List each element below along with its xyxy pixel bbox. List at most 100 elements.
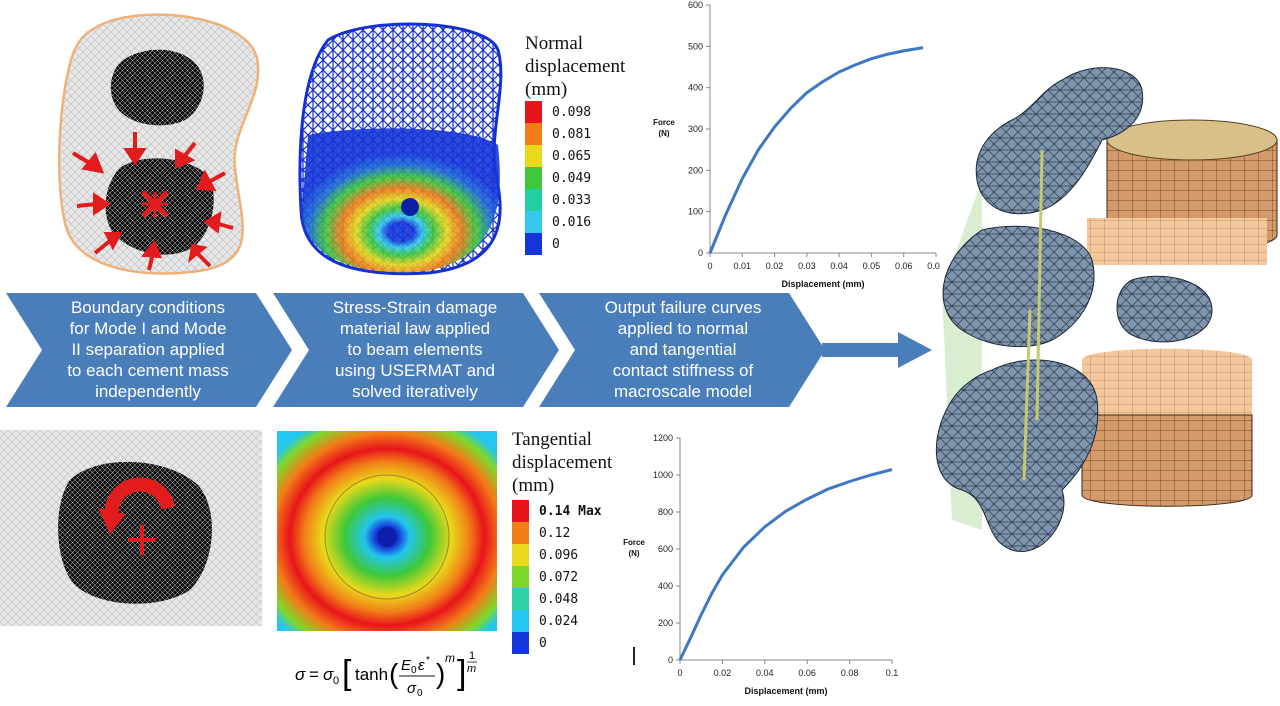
flow-step-2-text: Stress-Strain damage material law applied… — [332, 298, 498, 401]
tangential-legend-row: 0.096 — [512, 544, 578, 566]
normal-legend-title: Normal displacement (mm) — [525, 32, 625, 101]
svg-text:0: 0 — [411, 665, 417, 676]
normal-displacement-contour — [298, 15, 513, 277]
normal-force-displacement-chart: 0 0.01 0.02 0.03 0.04 0.05 0.06 0.07 0 100 200 300 4… — [640, 0, 945, 298]
y-tick-label: 400 — [688, 83, 703, 93]
x-tick-label: 0 — [707, 261, 712, 271]
x-tick-label: 0.07 — [927, 261, 940, 271]
mode-ii-boundary-image — [0, 430, 262, 626]
x-tick-label: 0.02 — [766, 261, 784, 271]
tangential-legend-row: 0.024 — [512, 610, 578, 632]
normal-legend-swatch — [525, 211, 542, 233]
process-flow — [0, 290, 940, 410]
tangential-legend-swatch — [512, 522, 529, 544]
svg-text:0: 0 — [333, 675, 339, 687]
intervertebral-disc-lower — [1082, 348, 1252, 420]
normal-legend-swatch — [525, 233, 542, 255]
svg-text:tanh: tanh — [355, 665, 388, 684]
tangential-legend-row: 0.12 — [512, 522, 570, 544]
normal-legend-row: 0.065 — [525, 145, 591, 167]
svg-text:m: m — [467, 663, 476, 675]
tangential-legend-row: 0.072 — [512, 566, 578, 588]
normal-legend-label: 0.098 — [552, 104, 592, 120]
tangential-legend-swatch — [512, 588, 529, 610]
y-tick-label: 1000 — [653, 470, 673, 480]
y-tick-label: 200 — [658, 618, 673, 628]
svg-text:E: E — [401, 657, 412, 674]
normal-legend-label: 0.049 — [552, 170, 592, 186]
svg-text:0: 0 — [417, 688, 423, 698]
intervertebral-disc-upper — [1087, 218, 1267, 265]
normal-legend-label: 0 — [552, 236, 560, 252]
tangential-legend-label: 0.072 — [539, 569, 579, 585]
svg-text:=: = — [309, 665, 319, 684]
x-tick-label: 0.02 — [714, 668, 732, 678]
y-tick-label: 300 — [688, 124, 703, 134]
y-tick-label: 0 — [668, 655, 673, 665]
normal-legend-title-line-3: (mm) — [525, 79, 568, 100]
flow-chevron-2 — [273, 293, 559, 407]
macroscale-spine-model — [922, 60, 1280, 560]
x-tick-label: 0.03 — [798, 261, 816, 271]
normal-legend-swatch — [525, 123, 542, 145]
normal-legend-label: 0.065 — [552, 148, 592, 164]
y-axis-label-unit: (N) — [628, 549, 639, 558]
x-tick-label: 0.08 — [841, 668, 859, 678]
normal-legend-swatch — [525, 167, 542, 189]
svg-text:ε: ε — [418, 657, 425, 674]
x-axis-label: Displacement (mm) — [781, 279, 864, 289]
svg-text:σ: σ — [407, 680, 417, 697]
flow-connector-bar — [822, 343, 900, 357]
flow-arrow-head — [898, 332, 932, 368]
flow-chevron-3 — [539, 293, 825, 407]
tangential-legend-row: 0.14 Max — [512, 500, 602, 522]
force-displacement-line — [678, 468, 893, 661]
svg-text:*: * — [426, 655, 430, 666]
x-tick-label: 0.04 — [830, 261, 848, 271]
stress-strain-equation: σ = σ 0 [ tanh ( E 0 ε * σ 0 ) m ] 1 m — [293, 648, 503, 699]
tangential-legend-swatch — [512, 500, 529, 522]
tangential-legend-swatch — [512, 632, 529, 654]
normal-displacement-legend: 0.098 0.081 0.065 0.049 0.033 0.016 0 — [525, 101, 625, 257]
normal-legend-title-line-1: Normal — [525, 33, 584, 54]
y-tick-label: 600 — [658, 544, 673, 554]
mode-i-boundary-image — [55, 8, 270, 278]
x-tick-label: 0.01 — [734, 261, 752, 271]
equation-render: σ = σ 0 [ tanh ( E 0 ε * σ 0 ) m ] 1 m — [295, 650, 477, 699]
y-tick-label: 1200 — [653, 433, 673, 443]
svg-text:]: ] — [457, 654, 466, 692]
normal-legend-swatch — [525, 189, 542, 211]
flow-step-3-text: Output failure curves applied to normal an… — [604, 298, 762, 401]
tangential-legend-swatch — [512, 610, 529, 632]
svg-text:): ) — [436, 658, 445, 689]
tangential-legend-row: 0.048 — [512, 588, 578, 610]
x-tick-label: 0 — [677, 668, 682, 678]
tick-mark — [633, 647, 635, 665]
normal-legend-label: 0.016 — [552, 214, 592, 230]
normal-legend-row: 0.049 — [525, 167, 591, 189]
x-axis-label: Displacement (mm) — [744, 686, 827, 696]
y-tick-label: 100 — [688, 207, 703, 217]
x-tick-label: 0.1 — [886, 668, 899, 678]
flow-step-1-text: Boundary conditions for Mode I and Mode II… — [67, 298, 229, 401]
tangential-legend-label: 0.14 Max — [539, 503, 602, 519]
tangential-legend-label: 0.12 — [539, 525, 571, 541]
y-tick-label: 200 — [688, 165, 703, 175]
x-tick-label: 0.06 — [895, 261, 913, 271]
tangential-legend-label: 0.048 — [539, 591, 579, 607]
tangential-legend-title: Tangential displacement (mm) — [512, 428, 612, 497]
tangential-legend-title-line-3: (mm) — [512, 475, 555, 496]
normal-legend-row: 0.016 — [525, 211, 591, 233]
normal-legend-label: 0.033 — [552, 192, 592, 208]
tangential-legend-row: 0 — [512, 632, 547, 654]
y-tick-label: 600 — [688, 0, 703, 10]
x-tick-label: 0.06 — [798, 668, 816, 678]
y-tick-label: 500 — [688, 41, 703, 51]
normal-legend-row: 0.081 — [525, 123, 591, 145]
y-axis-label-unit: (N) — [658, 129, 669, 138]
tangential-legend-swatch — [512, 566, 529, 588]
y-tick-label: 800 — [658, 507, 673, 517]
tangential-displacement-contour — [277, 431, 497, 631]
tangential-legend-title-line-2: displacement — [512, 452, 613, 473]
force-displacement-line — [708, 46, 924, 254]
